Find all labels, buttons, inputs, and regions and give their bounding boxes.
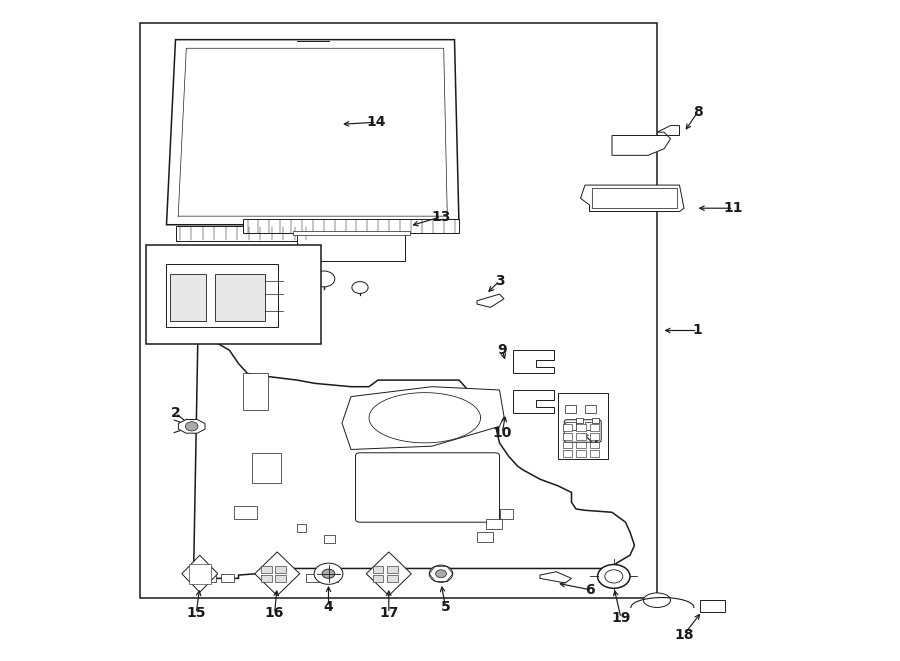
Bar <box>562 450 572 457</box>
Bar <box>558 393 608 459</box>
Text: 16: 16 <box>265 606 284 621</box>
Text: 5: 5 <box>441 600 450 614</box>
Polygon shape <box>292 231 410 235</box>
Bar <box>387 566 398 573</box>
Circle shape <box>605 570 623 583</box>
Bar <box>590 450 599 457</box>
Polygon shape <box>366 552 411 596</box>
Bar <box>590 433 599 440</box>
Bar <box>220 574 234 582</box>
Text: 8: 8 <box>693 105 702 120</box>
Bar <box>590 424 599 431</box>
Bar <box>140 23 657 598</box>
Text: 1: 1 <box>693 323 702 338</box>
Polygon shape <box>580 185 684 212</box>
Text: 12: 12 <box>170 247 190 262</box>
Bar <box>275 575 286 582</box>
Circle shape <box>436 570 446 578</box>
FancyBboxPatch shape <box>356 453 500 522</box>
Bar <box>576 424 586 431</box>
Circle shape <box>185 422 198 431</box>
Bar <box>576 442 586 448</box>
FancyBboxPatch shape <box>564 420 601 442</box>
Bar <box>700 600 725 612</box>
Bar <box>373 566 383 573</box>
Bar <box>565 422 576 430</box>
Circle shape <box>429 565 453 582</box>
Bar <box>592 188 677 208</box>
Bar <box>243 373 268 410</box>
Bar <box>261 566 272 573</box>
Bar <box>387 575 398 582</box>
Polygon shape <box>477 294 504 307</box>
Bar <box>146 245 321 344</box>
Polygon shape <box>255 552 300 596</box>
Bar <box>166 264 278 327</box>
Text: 15: 15 <box>186 606 206 621</box>
Circle shape <box>314 563 343 584</box>
Ellipse shape <box>644 593 670 607</box>
Bar <box>590 442 599 448</box>
Bar <box>252 453 281 483</box>
Bar <box>477 532 493 542</box>
Bar <box>215 274 265 321</box>
Polygon shape <box>166 40 459 225</box>
Bar <box>565 405 576 413</box>
Bar <box>576 433 586 440</box>
Bar <box>562 442 572 448</box>
Bar <box>576 418 583 423</box>
Text: 19: 19 <box>611 611 631 625</box>
Bar <box>324 535 335 543</box>
Polygon shape <box>176 226 310 241</box>
Text: 17: 17 <box>379 606 399 621</box>
Polygon shape <box>243 219 459 233</box>
Polygon shape <box>513 390 554 413</box>
Bar <box>275 566 286 573</box>
Text: 2: 2 <box>171 406 180 420</box>
Bar <box>585 422 596 430</box>
Bar <box>202 574 216 582</box>
Polygon shape <box>194 330 634 578</box>
Bar <box>170 274 206 321</box>
Bar <box>486 519 502 529</box>
Bar <box>189 564 211 584</box>
Bar <box>306 574 319 582</box>
Circle shape <box>352 282 368 293</box>
Polygon shape <box>178 420 205 433</box>
Bar <box>500 509 513 519</box>
Bar <box>261 575 272 582</box>
Text: 18: 18 <box>674 627 694 642</box>
Polygon shape <box>513 350 554 373</box>
Bar <box>297 524 306 532</box>
Bar <box>373 575 383 582</box>
Bar <box>592 418 599 423</box>
Polygon shape <box>540 572 572 583</box>
Circle shape <box>322 569 335 578</box>
Circle shape <box>313 271 335 287</box>
Text: 7: 7 <box>590 437 598 451</box>
Polygon shape <box>612 126 680 155</box>
Polygon shape <box>182 555 218 592</box>
Text: 13: 13 <box>431 210 451 224</box>
Polygon shape <box>297 233 405 261</box>
Text: 3: 3 <box>495 274 504 288</box>
Text: 14: 14 <box>366 115 386 130</box>
Text: 10: 10 <box>492 426 512 440</box>
Bar <box>562 433 572 440</box>
Bar <box>562 424 572 431</box>
Text: 4: 4 <box>324 600 333 614</box>
Polygon shape <box>342 387 504 449</box>
Bar <box>324 574 338 582</box>
Bar <box>585 405 596 413</box>
Text: 9: 9 <box>498 343 507 358</box>
Circle shape <box>598 564 630 588</box>
Bar <box>576 450 586 457</box>
Text: 11: 11 <box>724 201 743 215</box>
Text: 6: 6 <box>585 582 594 597</box>
Bar <box>234 506 256 519</box>
